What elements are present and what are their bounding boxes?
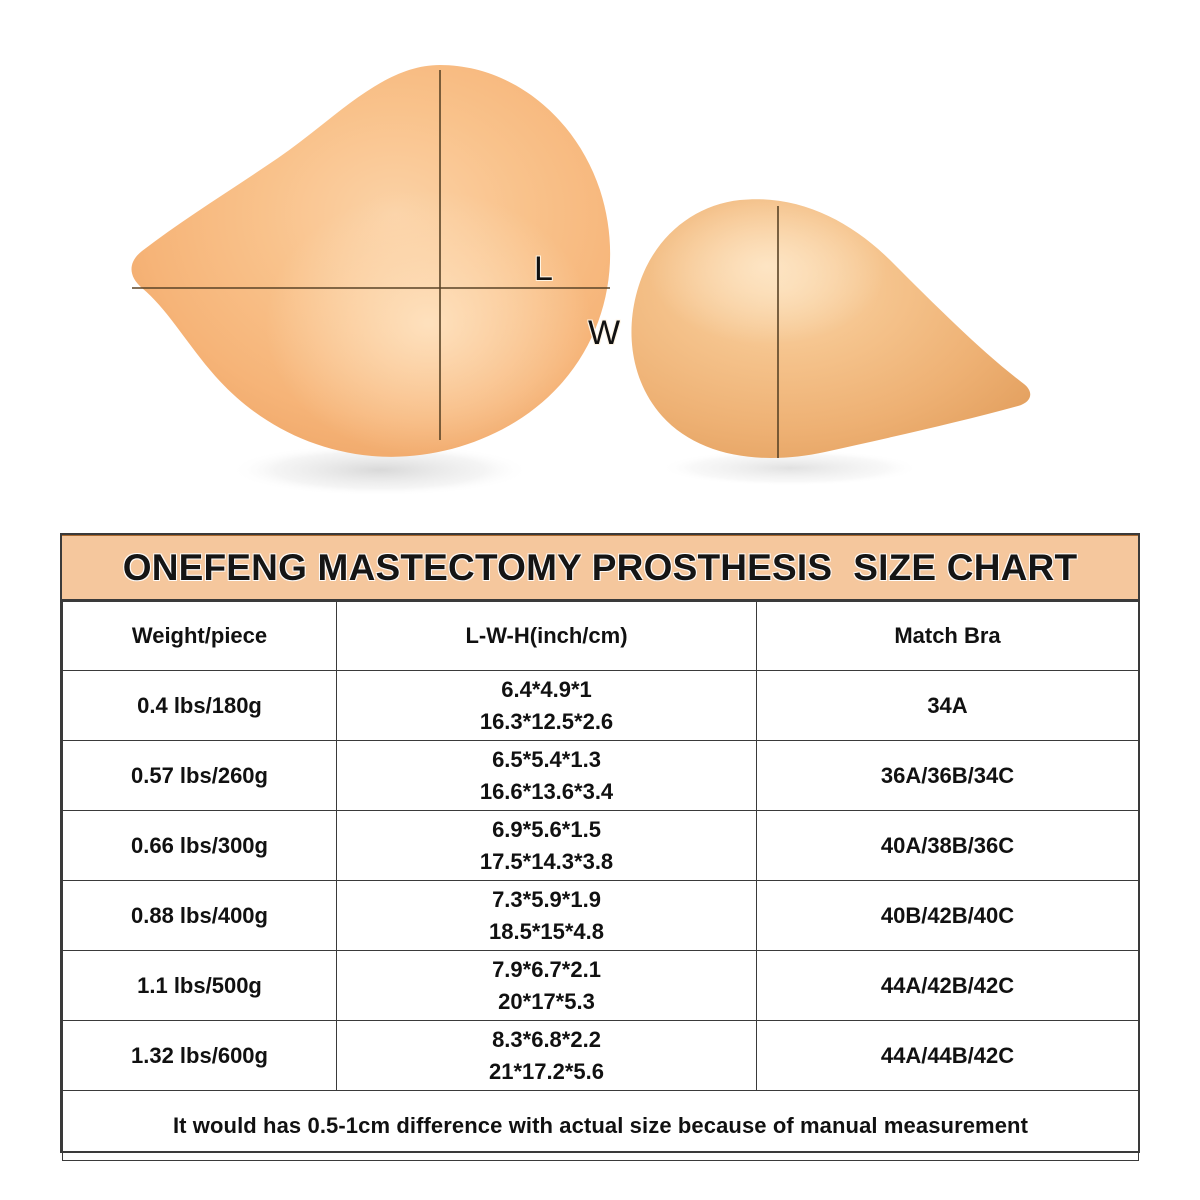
cell-dimensions: 6.9*5.6*1.5 17.5*14.3*3.8 xyxy=(336,810,757,881)
dimension-inch: 7.9*6.7*2.1 xyxy=(492,957,601,983)
table-row: 0.66 lbs/300g 6.9*5.6*1.5 17.5*14.3*3.8 … xyxy=(62,810,1139,881)
side-view-highlight xyxy=(631,199,1031,458)
dimension-cm: 20*17*5.3 xyxy=(498,988,595,1014)
cell-weight: 1.32 lbs/600g xyxy=(62,1020,337,1091)
column-header-weight: Weight/piece xyxy=(62,601,337,671)
dimension-cm: 21*17.2*5.6 xyxy=(489,1058,604,1084)
dimension-inch: 8.3*6.8*2.2 xyxy=(492,1027,601,1053)
table-header-row: Weight/piece L-W-H(inch/cm) Match Bra xyxy=(62,601,1139,671)
cell-weight: 1.1 lbs/500g xyxy=(62,950,337,1021)
breast-prosthesis-side-view: H xyxy=(620,180,1040,500)
cell-match-bra: 44A/42B/42C xyxy=(756,950,1139,1021)
column-header-dimensions: L-W-H(inch/cm) xyxy=(336,601,757,671)
cell-weight: 0.57 lbs/260g xyxy=(62,740,337,811)
measurement-disclaimer: It would has 0.5-1cm difference with act… xyxy=(62,1090,1139,1161)
dimension-cm: 17.5*14.3*3.8 xyxy=(479,848,614,874)
product-image-area: L W xyxy=(0,0,1200,520)
front-view-drop-shadow xyxy=(230,444,530,496)
cell-match-bra: 40B/42B/40C xyxy=(756,880,1139,951)
cell-match-bra: 34A xyxy=(756,670,1139,741)
chart-title: ONEFENG MASTECTOMY PROSTHESIS SIZE CHART xyxy=(122,546,1078,588)
table-row: 0.88 lbs/400g 7.3*5.9*1.9 18.5*15*4.8 40… xyxy=(62,880,1139,951)
side-view-drop-shadow xyxy=(660,450,920,486)
dimension-inch: 6.4*4.9*1 xyxy=(501,677,592,703)
dimension-cm: 16.3*12.5*2.6 xyxy=(479,708,614,734)
cell-match-bra: 44A/44B/42C xyxy=(756,1020,1139,1091)
dimension-cm: 16.6*13.6*3.4 xyxy=(479,778,614,804)
cell-match-bra: 36A/36B/34C xyxy=(756,740,1139,811)
cell-dimensions: 7.9*6.7*2.1 20*17*5.3 xyxy=(336,950,757,1021)
cell-dimensions: 6.5*5.4*1.3 16.6*13.6*3.4 xyxy=(336,740,757,811)
cell-weight: 0.88 lbs/400g xyxy=(62,880,337,951)
cell-weight: 0.4 lbs/180g xyxy=(62,670,337,741)
cell-match-bra: 40A/38B/36C xyxy=(756,810,1139,881)
cell-dimensions: 7.3*5.9*1.9 18.5*15*4.8 xyxy=(336,880,757,951)
cell-dimensions: 8.3*6.8*2.2 21*17.2*5.6 xyxy=(336,1020,757,1091)
table-row: 1.1 lbs/500g 7.9*6.7*2.1 20*17*5.3 44A/4… xyxy=(62,950,1139,1021)
table-row: 0.57 lbs/260g 6.5*5.4*1.3 16.6*13.6*3.4 … xyxy=(62,740,1139,811)
size-chart: ONEFENG MASTECTOMY PROSTHESIS SIZE CHART… xyxy=(60,533,1140,1161)
dimension-inch: 7.3*5.9*1.9 xyxy=(492,887,601,913)
size-chart-table: Weight/piece L-W-H(inch/cm) Match Bra 0.… xyxy=(62,601,1139,1161)
dimension-cm: 18.5*15*4.8 xyxy=(489,918,604,944)
dimension-inch: 6.5*5.4*1.3 xyxy=(492,747,601,773)
table-footer-row: It would has 0.5-1cm difference with act… xyxy=(62,1090,1139,1161)
front-view-highlight xyxy=(131,65,611,457)
cell-weight: 0.66 lbs/300g xyxy=(62,810,337,881)
table-row: 1.32 lbs/600g 8.3*6.8*2.2 21*17.2*5.6 44… xyxy=(62,1020,1139,1091)
breast-prosthesis-front-view: L W xyxy=(110,40,630,510)
cell-dimensions: 6.4*4.9*1 16.3*12.5*2.6 xyxy=(336,670,757,741)
table-row: 0.4 lbs/180g 6.4*4.9*1 16.3*12.5*2.6 34A xyxy=(62,670,1139,741)
dimension-inch: 6.9*5.6*1.5 xyxy=(492,817,601,843)
column-header-match-bra: Match Bra xyxy=(756,601,1139,671)
chart-title-band: ONEFENG MASTECTOMY PROSTHESIS SIZE CHART xyxy=(62,535,1138,601)
